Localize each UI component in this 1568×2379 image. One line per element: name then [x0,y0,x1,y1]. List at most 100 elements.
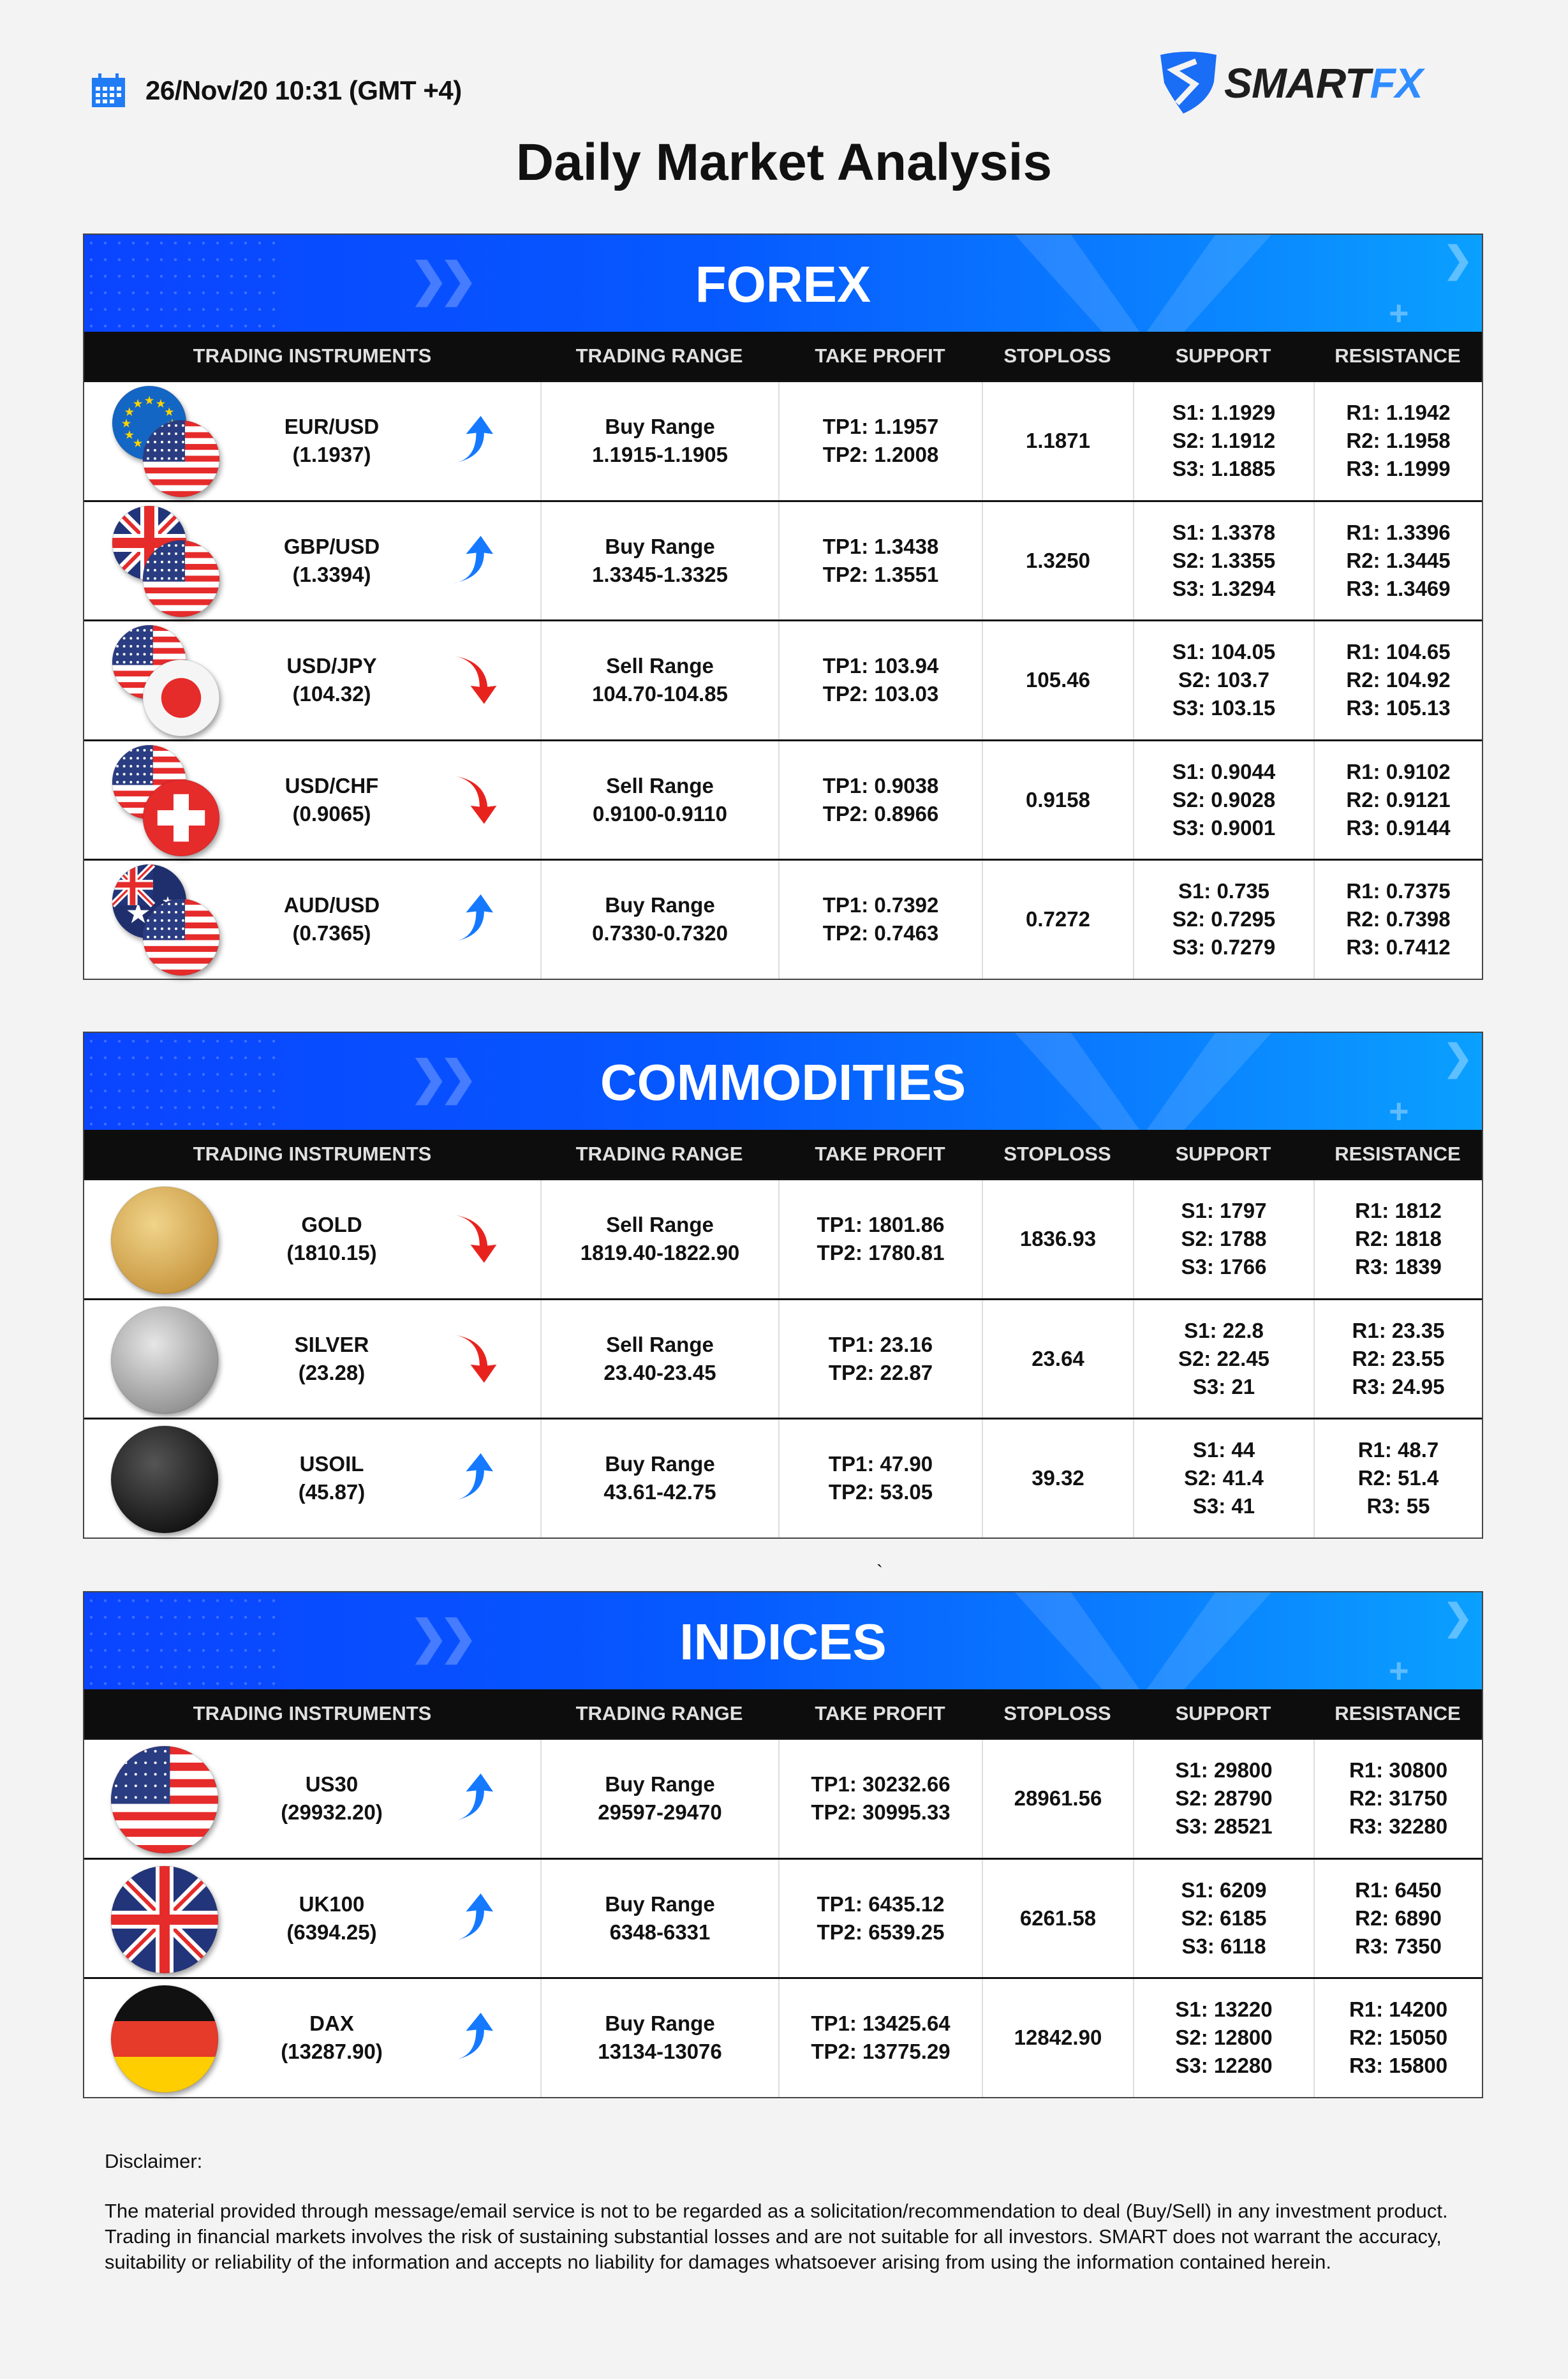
instrument-price: (104.32) [292,682,371,706]
support-cell: S1: 13220 S2: 12800 S3: 12280 [1133,1979,1313,2097]
arrow-down-icon [455,656,497,704]
trading-range-cell: Buy Range 0.7330-0.7320 [540,861,778,979]
trading-range-cell: Buy Range 1.3345-1.3325 [540,501,778,619]
chevron-decoration-icon: ❯❯ [410,1612,478,1663]
instrument-name: USOIL [299,1452,364,1476]
table-row: UK100 (6394.25) Buy Range 6348-6331 TP1: 6… [84,1857,1482,1977]
arrow-up-icon [452,416,494,464]
stoploss-cell: 1836.93 [982,1180,1133,1298]
section-title: FOREX [695,256,871,313]
instrument-cell: USD/CHF (0.9065) [84,741,540,859]
instrument-name: USD/CHF [285,773,379,797]
section-indices: ❯❯ + ❯ INDICES TRADING INSTRUMENTS TRADING … [83,1591,1483,2098]
resistance-cell: R1: 23.35 R2: 23.55 R3: 24.95 [1313,1300,1482,1418]
column-header: STOPLOSS [1003,1702,1111,1724]
arrow-up-icon [452,1453,494,1501]
instrument-name: GBP/USD [283,534,380,558]
arrow-up-icon [452,2013,494,2061]
chevron-decoration-icon: ❯❯ [410,255,478,306]
resistance-cell: R1: 0.9102 R2: 0.9121 R3: 0.9144 [1313,741,1482,859]
instrument-cell: DAX (13287.90) [84,1979,540,2097]
stoploss-cell: 1.1871 [982,382,1133,500]
resistance-cell: R1: 0.7375 R2: 0.7398 R3: 0.7412 [1313,861,1482,979]
trading-range-cell: Buy Range 43.61-42.75 [540,1419,778,1538]
support-cell: S1: 0.735 S2: 0.7295 S3: 0.7279 [1133,861,1313,979]
silver-flag-icon [110,1305,219,1414]
instrument-price: (0.9065) [292,801,371,826]
instrument-price: (1.3394) [292,562,371,586]
instrument-cell: ★★ AUD/USD (0.7365) [84,861,540,979]
stoploss-cell: 28961.56 [982,1740,1133,1858]
take-profit-cell: TP1: 47.90 TP2: 53.05 [778,1419,982,1538]
column-header: TAKE PROFIT [815,1702,945,1724]
column-header: STOPLOSS [1003,1143,1111,1165]
disclaimer-text: The material provided through message/em… [105,2200,1448,2273]
page-title: Daily Market Analysis [515,133,1053,191]
take-profit-cell: TP1: 13425.64 TP2: 13775.29 [778,1979,982,2097]
column-header: SUPPORT [1175,1702,1271,1724]
column-header: TAKE PROFIT [815,345,945,367]
stoploss-cell: 12842.90 [982,1979,1133,2097]
plus-decoration-icon: + [1389,1092,1409,1130]
calendar-icon [92,73,125,107]
support-cell: S1: 22.8 S2: 22.45 S3: 21 [1133,1300,1313,1418]
table-row: ★★★★★★★★★★★★ EUR/USD (1.1937) Buy Range1.… [84,380,1482,500]
table-row: USOIL (45.87) Buy Range 43.61-42.75 TP1: 4… [84,1418,1482,1538]
trading-range-cell: Buy Range 1.1915-1.1905 [540,382,778,500]
stoploss-cell: 6261.58 [982,1859,1133,1977]
take-profit-cell: TP1: 1.3438 TP2: 1.3551 [778,501,982,619]
take-profit-cell: TP1: 0.9038 TP2: 0.8966 [778,741,982,859]
table-row: DAX (13287.90) Buy Range 13134-13076 TP1: … [84,1977,1482,2097]
instrument-name: EUR/USD [284,415,380,439]
trading-range-cell: Sell Range 23.40-23.45 [540,1300,778,1418]
table-row: US30 (29932.20) Buy Range 29597-29470 TP1:… [84,1738,1482,1858]
section-banner: ❯❯ + ❯ INDICES [84,1592,1482,1689]
column-header: TRADING RANGE [575,1143,743,1165]
support-cell: S1: 0.9044 S2: 0.9028 S3: 0.9001 [1133,741,1313,859]
plus-decoration-icon: + [1389,1652,1409,1689]
us-flag-icon [110,1745,219,1854]
chevron-decoration-icon: ❯❯ [410,1053,478,1104]
disclaimer-heading: Disclaimer: [105,2150,203,2172]
section-title: INDICES [679,1613,887,1670]
stoploss-cell: 0.9158 [982,741,1133,859]
support-cell: S1: 44 S2: 41.4 S3: 41 [1133,1419,1313,1538]
au-us-flag-icon: ★★ [112,864,220,976]
column-header: SUPPORT [1175,345,1271,367]
table-header: TRADING INSTRUMENTS TRADING RANGE TAKE PRO… [84,332,1482,380]
resistance-cell: R1: 1812 R2: 1818 R3: 1839 [1313,1180,1482,1298]
arrow-down-icon [455,776,497,824]
chevron-decoration-icon: ❯ [1443,239,1473,279]
stoploss-cell: 0.7272 [982,861,1133,979]
gb-us-flag-icon [112,505,220,618]
column-header: STOPLOSS [1003,345,1111,367]
arrow-up-icon [452,1893,494,1941]
support-cell: S1: 29800 S2: 28790 S3: 28521 [1133,1740,1313,1858]
instrument-cell: SILVER (23.28) [84,1300,540,1418]
take-profit-cell: TP1: 23.16 TP2: 22.87 [778,1300,982,1418]
chevron-decoration-icon: ❯ [1443,1037,1473,1078]
svg-text:★: ★ [133,399,143,410]
arrow-down-icon [455,1335,497,1383]
svg-text:★: ★ [133,438,143,449]
gold-flag-icon [110,1186,219,1294]
take-profit-cell: TP1: 6435.12 TP2: 6539.25 [778,1859,982,1977]
svg-text:★: ★ [125,430,135,441]
resistance-cell: R1: 6450 R2: 6890 R3: 7350 [1313,1859,1482,1977]
resistance-cell: R1: 104.65 R2: 104.92 R3: 105.13 [1313,621,1482,739]
plus-decoration-icon: + [1389,294,1409,332]
us-ch-flag-icon [112,744,220,857]
take-profit-cell: TP1: 1801.86 TP2: 1780.81 [778,1180,982,1298]
svg-text:★: ★ [122,419,131,429]
support-cell: S1: 1.1929 S2: 1.1912 S3: 1.1885 [1133,382,1313,500]
trading-range-cell: Sell Range 104.70-104.85 [540,621,778,739]
resistance-cell: R1: 1.3396 R2: 1.3445 R3: 1.3469 [1313,501,1482,619]
oil-flag-icon [110,1425,219,1534]
instrument-price: (23.28) [298,1360,366,1384]
section-forex: ❯❯ + ❯ FOREX TRADING INSTRUMENTS TRADING RA… [83,233,1483,980]
instrument-cell: USOIL (45.87) [84,1419,540,1538]
instrument-name: UK100 [299,1892,365,1916]
instrument-name: AUD/USD [283,893,380,917]
instrument-price: (1.1937) [292,443,371,467]
take-profit-cell: TP1: 30232.66 TP2: 30995.33 [778,1740,982,1858]
